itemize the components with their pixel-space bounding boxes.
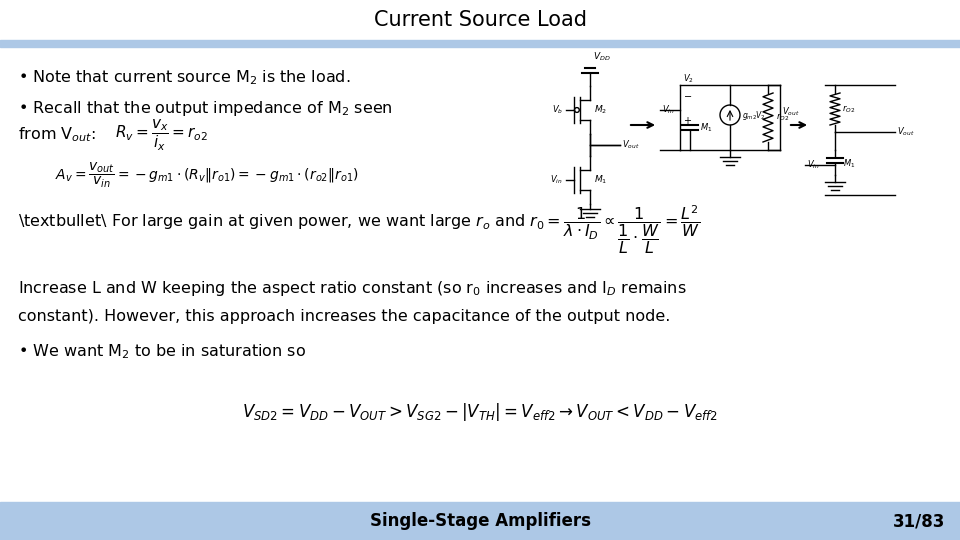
Text: $+$: $+$ [683,114,692,125]
Text: $-$: $-$ [683,90,692,100]
Text: from V$_{out}$:: from V$_{out}$: [18,126,96,144]
Text: $M_1$: $M_1$ [594,174,608,186]
Text: $V_{out}$: $V_{out}$ [897,126,915,138]
Text: $M_1$: $M_1$ [700,122,712,134]
Text: Current Source Load: Current Source Load [373,10,587,30]
Text: $r_{O2}$: $r_{O2}$ [842,103,855,115]
Text: • Note that current source M$_2$ is the load.: • Note that current source M$_2$ is the … [18,69,350,87]
Bar [0,502,960,540]
Text: $M_2$: $M_2$ [594,104,607,116]
Text: $V_{in}$: $V_{in}$ [662,104,675,116]
Text: Increase L and W keeping the aspect ratio constant (so r$_0$ increases and I$_D$: Increase L and W keeping the aspect rati… [18,279,686,298]
Text: $V_2$: $V_2$ [683,72,694,85]
Text: • We want M$_2$ to be in saturation so: • We want M$_2$ to be in saturation so [18,343,306,361]
Text: \textbullet\ For large gain at given power, we want large $r_o$ and $r_0 = \dfra: \textbullet\ For large gain at given pow… [18,204,700,256]
Text: $R_v = \dfrac{v_x}{i_x} = r_{o2}$: $R_v = \dfrac{v_x}{i_x} = r_{o2}$ [115,117,208,153]
Text: Single-Stage Amplifiers: Single-Stage Amplifiers [370,512,590,530]
Text: • Recall that the output impedance of M$_2$ seen: • Recall that the output impedance of M$… [18,98,393,118]
Text: $A_v = \dfrac{v_{out}}{v_{in}} = -g_{m1}\cdot(R_v\|r_{o1}) = -g_{m1}\cdot(r_{o2}: $A_v = \dfrac{v_{out}}{v_{in}} = -g_{m1}… [55,160,359,190]
Text: $V_b$: $V_b$ [552,104,563,116]
Bar [0,0,960,40]
Text: $V_{in}$: $V_{in}$ [807,159,820,171]
Text: constant). However, this approach increases the capacitance of the output node.: constant). However, this approach increa… [18,309,670,325]
Text: $g_{m2}V_2$: $g_{m2}V_2$ [742,109,766,122]
Text: $M_1$: $M_1$ [843,158,855,170]
Text: $V_{in}$: $V_{in}$ [550,174,563,186]
Text: $r_{O2}$: $r_{O2}$ [776,112,789,123]
Text: $V_{DD}$: $V_{DD}$ [593,51,611,63]
Text: $V_{out}$: $V_{out}$ [782,106,800,118]
Text: $V_{out}$: $V_{out}$ [622,139,639,151]
Text: $V_{SD2} = V_{DD} - V_{OUT} > V_{SG2} - |V_{TH}| = V_{eff2} \rightarrow V_{OUT} : $V_{SD2} = V_{DD} - V_{OUT} > V_{SG2} - … [242,401,718,423]
Text: 31/83: 31/83 [893,512,945,530]
Bar [0,40,960,47]
